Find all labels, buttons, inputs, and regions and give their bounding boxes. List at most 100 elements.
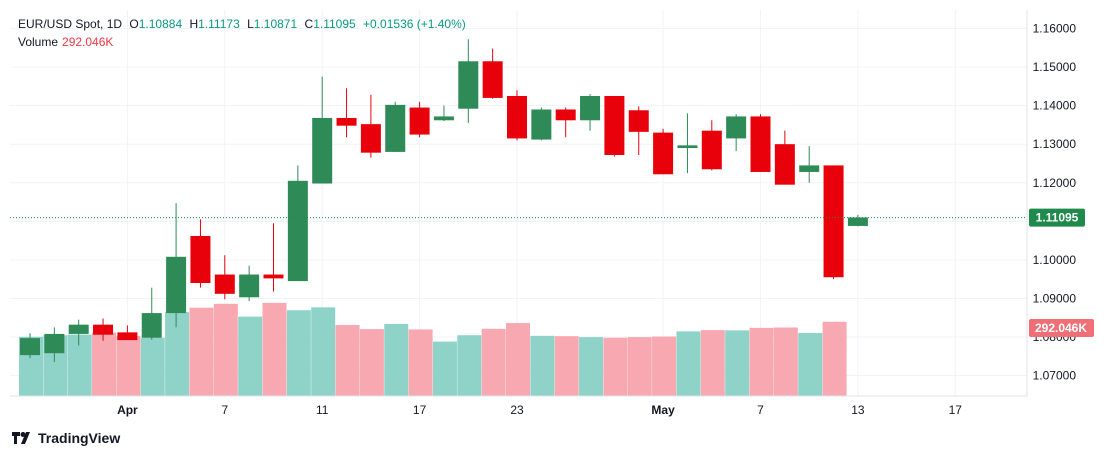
- volume-bar: [116, 335, 141, 396]
- candle: [799, 146, 820, 183]
- volume-bar: [335, 324, 360, 396]
- candle: [336, 88, 357, 138]
- volume-bar: [238, 316, 263, 396]
- x-tick-label: 17: [413, 403, 427, 417]
- volume-bar: [676, 331, 701, 396]
- volume-bar: [359, 329, 384, 396]
- candle: [166, 203, 187, 328]
- volume-bar: [165, 312, 190, 396]
- volume-bars: [19, 302, 847, 396]
- volume-bar: [262, 302, 287, 396]
- candle: [531, 107, 552, 141]
- volume-value: 292.046K: [62, 35, 114, 49]
- candle: [482, 48, 503, 99]
- close-value: 1.11095: [313, 17, 356, 31]
- volume-bar: [140, 337, 165, 396]
- volume-bar: [286, 310, 311, 396]
- candle-body: [312, 117, 333, 184]
- open-value: 1.10884: [138, 17, 183, 31]
- volume-bar: [384, 324, 409, 396]
- candle: [750, 114, 771, 172]
- volume-bar: [213, 303, 238, 396]
- volume-bar: [725, 330, 750, 396]
- x-axis[interactable]: Apr 7 11 17 23 May 7 13 17: [117, 403, 962, 417]
- volume-bar: [92, 332, 117, 396]
- candle: [507, 90, 527, 141]
- volume-bar: [506, 323, 530, 396]
- volume-bar: [773, 327, 798, 396]
- candle: [141, 287, 162, 340]
- candle-body: [409, 107, 430, 135]
- y-tick-label: 1.10000: [1033, 253, 1077, 267]
- volume-bar: [579, 337, 604, 396]
- candle-body: [166, 256, 187, 314]
- x-tick-label: May: [651, 403, 675, 417]
- candle-body: [677, 145, 698, 149]
- candle: [360, 94, 381, 158]
- candle-body: [823, 165, 844, 278]
- candle-body: [799, 165, 820, 172]
- candle: [190, 219, 211, 288]
- volume-bar: [749, 327, 774, 396]
- candle: [458, 39, 479, 123]
- candle-body: [214, 274, 235, 294]
- y-tick-label: 1.12000: [1033, 176, 1077, 190]
- candle-body: [239, 274, 260, 298]
- candle-body: [68, 324, 89, 334]
- candle: [628, 106, 649, 155]
- candle: [68, 319, 89, 346]
- candle: [677, 113, 698, 174]
- candle: [555, 107, 576, 138]
- candle: [774, 130, 795, 185]
- price-candles: [20, 39, 868, 363]
- volume-bar: [822, 321, 847, 396]
- candle-body: [507, 95, 527, 139]
- candle: [44, 327, 65, 363]
- candle-body: [360, 124, 381, 153]
- y-tick-label: 1.14000: [1033, 99, 1077, 113]
- candle: [385, 101, 406, 152]
- tradingview-logo[interactable]: TradingView: [12, 430, 120, 446]
- x-tick-label: 23: [510, 403, 524, 417]
- x-tick-label: 7: [757, 403, 764, 417]
- candle-body: [458, 61, 479, 109]
- candle-body: [385, 104, 406, 152]
- candle-body: [44, 333, 65, 354]
- candle-body: [726, 116, 747, 139]
- price-badge-label: 1.11095: [1036, 211, 1079, 225]
- candle-body: [555, 109, 576, 121]
- high-label: H: [189, 17, 199, 31]
- open-label: O: [129, 17, 139, 31]
- y-tick-label: 1.09000: [1033, 291, 1077, 305]
- ohlc-legend: EUR/USD Spot, 1D O1.10884 H1.11173 L1.10…: [18, 15, 470, 33]
- candle: [20, 333, 40, 359]
- candle: [93, 318, 114, 341]
- candle: [263, 223, 284, 292]
- volume-label[interactable]: Volume: [18, 35, 59, 49]
- volume-badge-label: 292.046K: [1035, 321, 1087, 335]
- volume-bar: [311, 307, 336, 396]
- candle-body: [628, 110, 649, 132]
- tradingview-logo-icon: [12, 432, 30, 444]
- y-tick-label: 1.07000: [1033, 369, 1077, 383]
- candle-body: [653, 132, 674, 175]
- candle: [433, 105, 454, 122]
- candle-body: [141, 313, 162, 338]
- symbol-title[interactable]: EUR/USD Spot, 1D: [18, 17, 123, 31]
- price-badge: 1.11095: [1029, 208, 1085, 227]
- candle-body: [604, 95, 625, 155]
- logo-text: TradingView: [38, 430, 121, 446]
- volume-bar: [481, 328, 506, 396]
- x-tick-label: 11: [316, 403, 329, 417]
- candle: [701, 120, 722, 171]
- x-tick-label: 7: [221, 403, 228, 417]
- volume-bar: [700, 330, 725, 396]
- candle: [653, 128, 674, 175]
- candle-body: [93, 324, 114, 335]
- candle-body: [482, 61, 503, 98]
- volume-bar: [408, 329, 433, 396]
- x-tick-label: Apr: [117, 403, 138, 417]
- low-value: 1.10871: [253, 17, 298, 31]
- volume-bar: [603, 337, 628, 396]
